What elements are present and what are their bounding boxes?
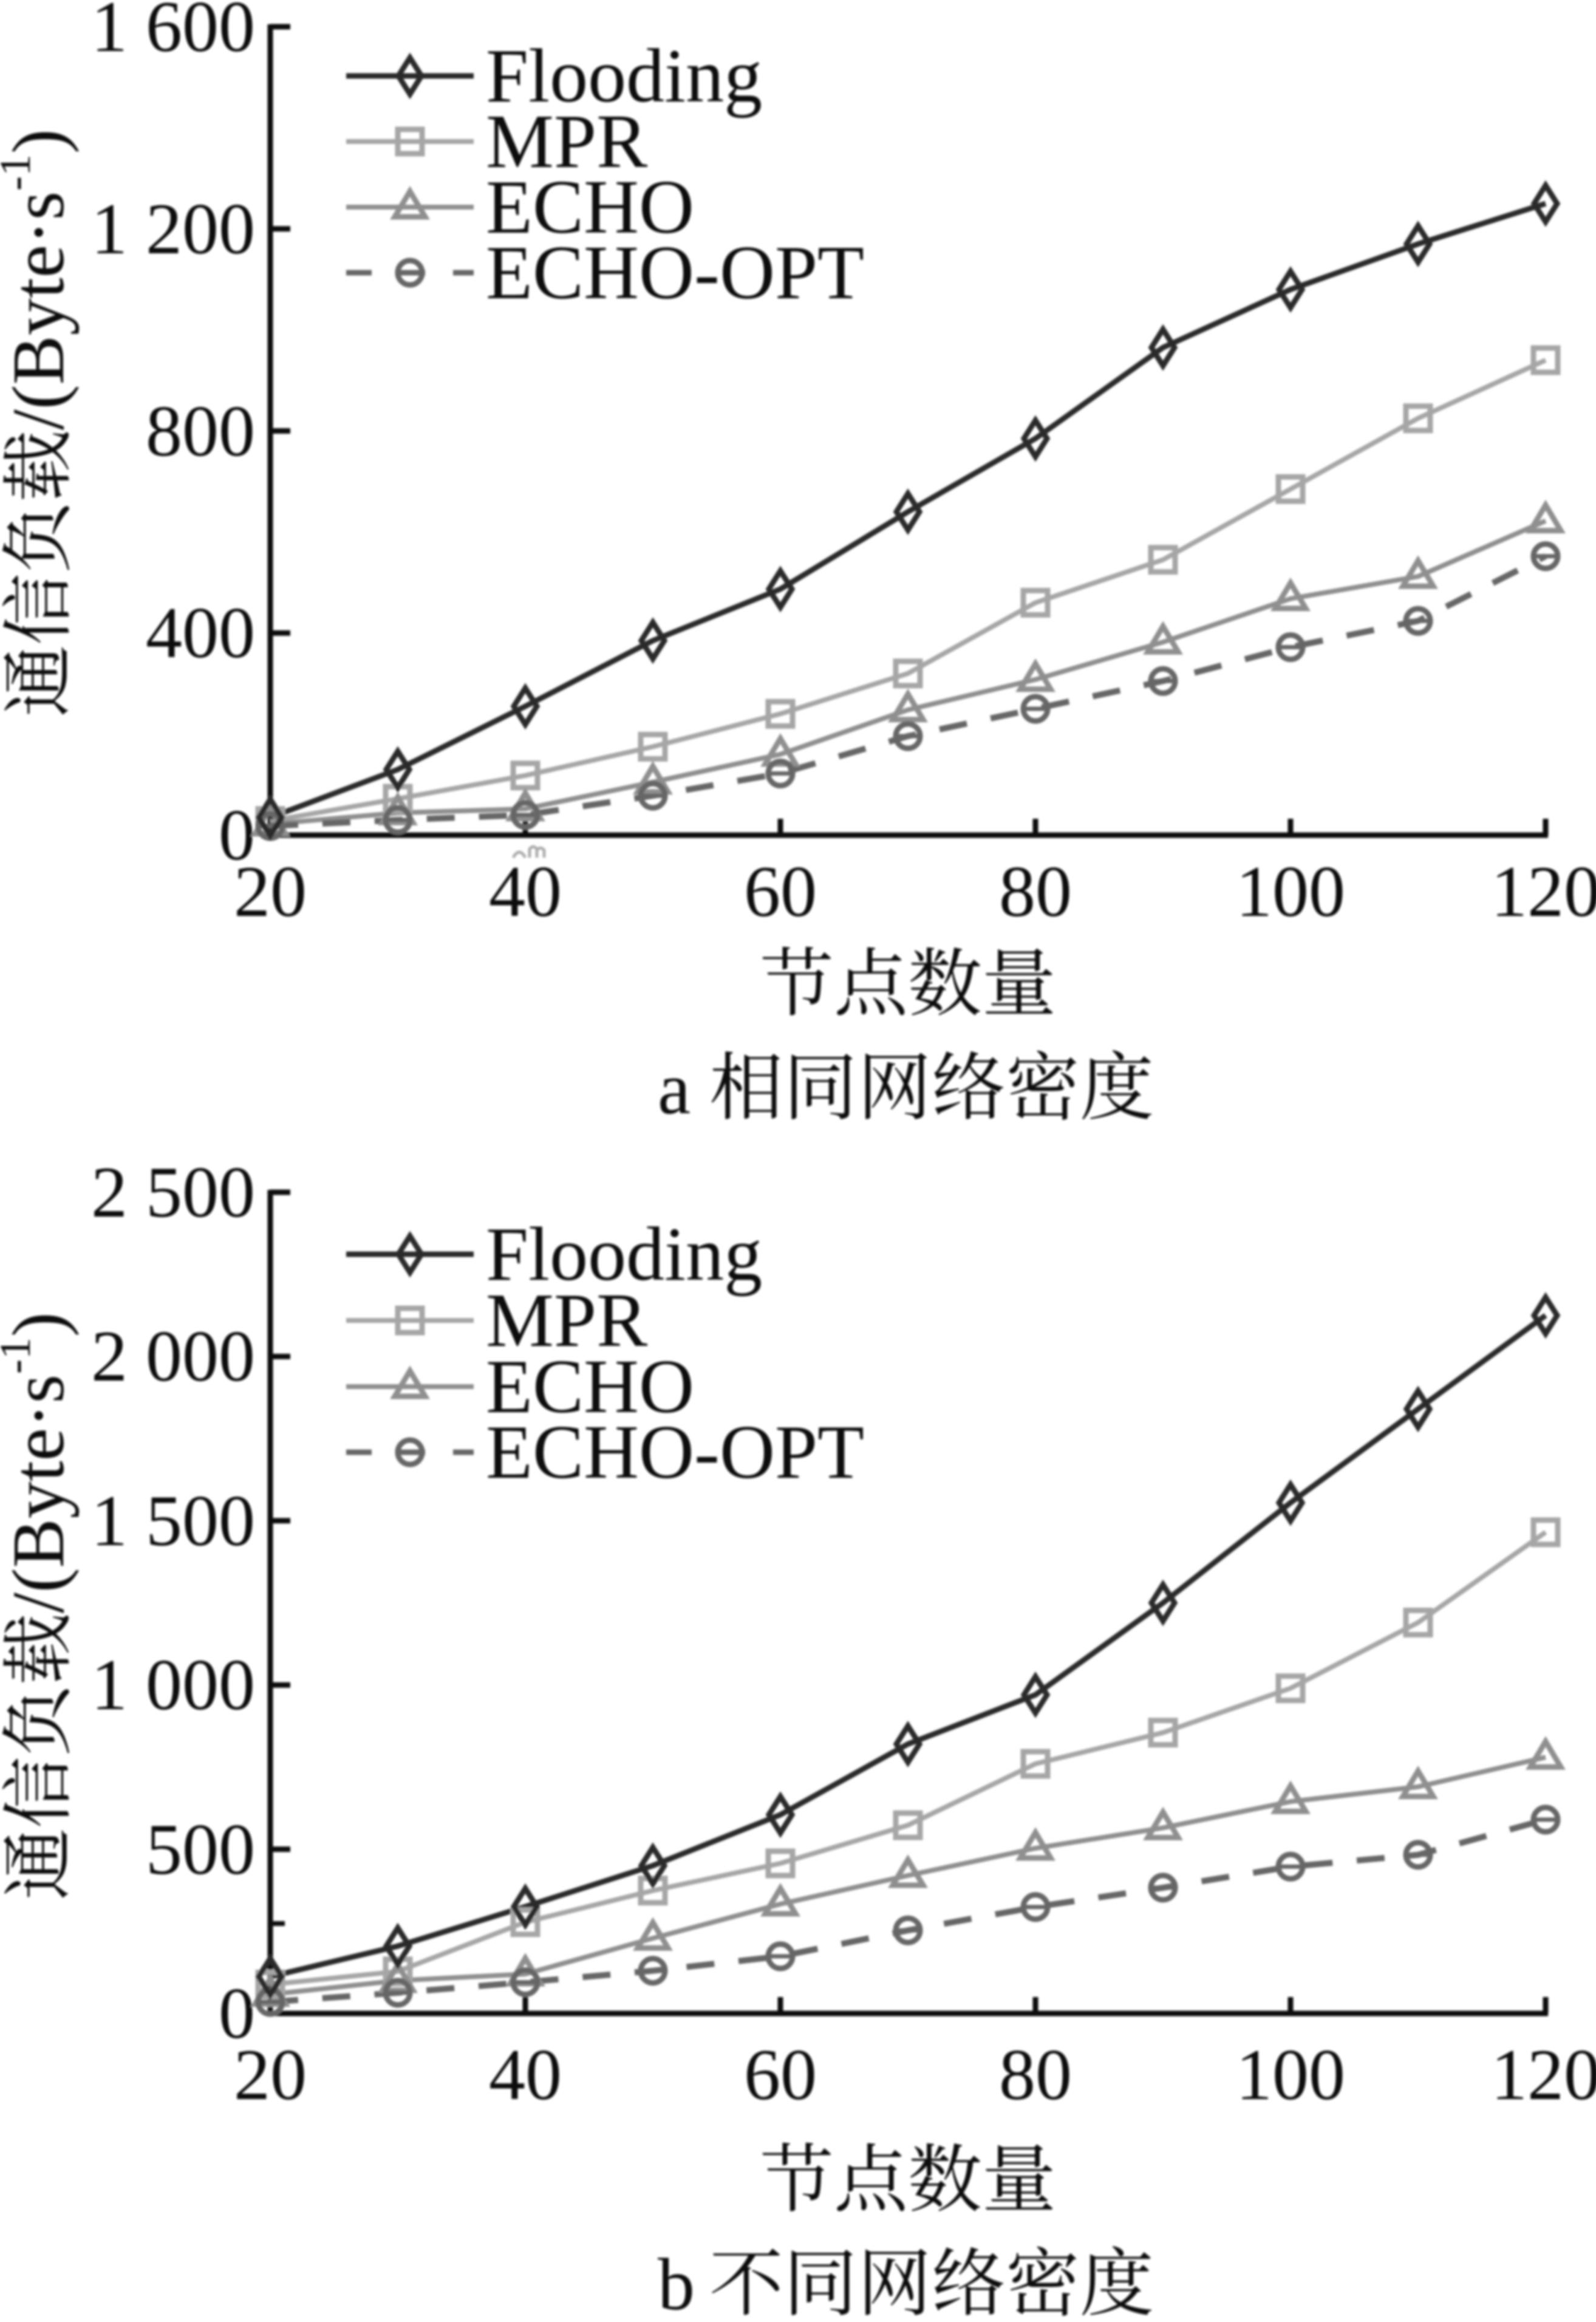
- svg-text:60: 60: [744, 851, 817, 932]
- svg-text:/(Byte·s: /(Byte·s: [0, 1374, 80, 1613]
- svg-text:): ): [0, 129, 80, 154]
- svg-text:100: 100: [1236, 2034, 1345, 2115]
- svg-text:Flooding: Flooding: [486, 34, 762, 118]
- svg-text:60: 60: [744, 2034, 817, 2115]
- svg-text:a: a: [658, 1048, 709, 1130]
- svg-text:20: 20: [234, 2034, 307, 2115]
- svg-text:1 000: 1 000: [91, 1644, 255, 1725]
- svg-text:120: 120: [1491, 2034, 1596, 2115]
- svg-text:1 200: 1 200: [91, 188, 255, 269]
- svg-text:Flooding: Flooding: [486, 1212, 762, 1297]
- svg-text:800: 800: [146, 391, 255, 471]
- svg-text:2 500: 2 500: [91, 1152, 255, 1232]
- svg-text:ECHO-OPT: ECHO-OPT: [486, 231, 864, 315]
- svg-text:1 500: 1 500: [91, 1480, 255, 1561]
- svg-text:-1: -1: [0, 154, 39, 191]
- svg-text:80: 80: [999, 2034, 1072, 2115]
- svg-text:ECHO: ECHO: [486, 165, 694, 250]
- svg-text:120: 120: [1491, 851, 1596, 932]
- svg-text:MPR: MPR: [486, 1279, 647, 1363]
- svg-text:40: 40: [489, 851, 562, 932]
- svg-text:1 600: 1 600: [91, 0, 255, 67]
- svg-text:b: b: [658, 2244, 714, 2322]
- svg-text:ECHO: ECHO: [486, 1345, 694, 1429]
- svg-text:80: 80: [999, 851, 1072, 932]
- svg-text:-1: -1: [0, 1337, 39, 1374]
- svg-text:20: 20: [234, 851, 307, 932]
- svg-text:400: 400: [146, 592, 255, 673]
- svg-text:500: 500: [146, 1809, 255, 1890]
- svg-text:ECHO-OPT: ECHO-OPT: [486, 1410, 864, 1495]
- svg-text:2 000: 2 000: [91, 1316, 255, 1396]
- svg-text:0: 0: [219, 794, 255, 875]
- svg-text:MPR: MPR: [486, 100, 647, 184]
- svg-text:/(Byte·s: /(Byte·s: [0, 191, 80, 430]
- svg-text:): ): [0, 1312, 80, 1337]
- svg-text:0: 0: [219, 1973, 255, 2054]
- svg-text:100: 100: [1236, 851, 1345, 932]
- svg-text:40: 40: [489, 2034, 562, 2115]
